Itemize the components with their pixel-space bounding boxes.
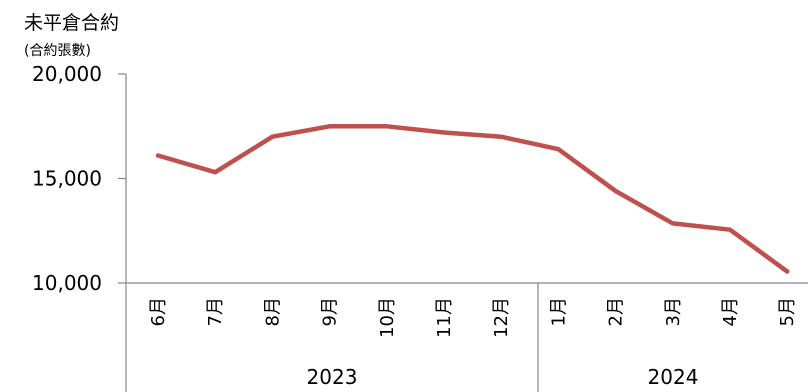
x-month-label: 4月 [720, 297, 741, 326]
x-month-label: 12月 [491, 297, 512, 338]
x-year-label: 2023 [307, 365, 358, 389]
x-month-label: 2月 [606, 297, 627, 326]
x-month-label: 8月 [262, 297, 283, 326]
x-month-label: 1月 [548, 297, 569, 326]
x-month-label: 9月 [320, 297, 341, 326]
x-month-label: 11月 [434, 297, 455, 338]
y-tick-label: 10,000 [32, 271, 102, 295]
y-tick-label: 20,000 [32, 62, 102, 86]
x-month-label: 10月 [377, 297, 398, 338]
y-tick-label: 15,000 [32, 167, 102, 191]
chart-subtitle: (合約張數) [24, 43, 91, 59]
x-month-label: 5月 [777, 297, 798, 326]
x-month-label: 6月 [148, 297, 169, 326]
x-year-label: 2024 [648, 365, 699, 389]
chart-title: 未平倉合約 [24, 12, 120, 34]
series-line [155, 124, 790, 274]
x-month-label: 7月 [205, 297, 226, 326]
x-month-label: 3月 [663, 297, 684, 326]
